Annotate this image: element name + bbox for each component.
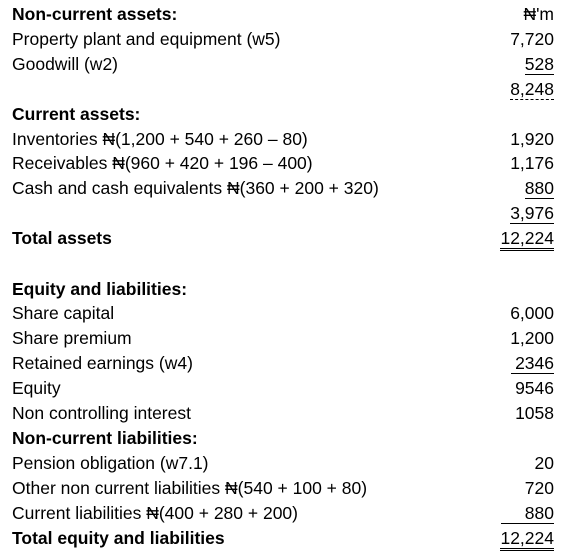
line-label: Equity xyxy=(12,378,61,398)
line-label: Inventories ₦(1,200 + 540 + 260 – 80) xyxy=(12,129,308,149)
line-amount: 1,920 xyxy=(510,129,554,149)
line-label: Retained earnings (w4) xyxy=(12,353,193,373)
total-label: Total assets xyxy=(12,228,112,248)
line-label: Share premium xyxy=(12,328,132,348)
line-label: Receivables ₦(960 + 420 + 196 – 400) xyxy=(12,153,313,173)
line-amount: 20 xyxy=(534,453,554,473)
section-heading: Non-current liabilities: xyxy=(12,428,198,448)
line-amount: 528 xyxy=(524,54,554,75)
line-label: Other non current liabilities ₦(540 + 10… xyxy=(12,478,368,498)
section-heading: Current assets: xyxy=(12,104,141,124)
line-label: Share capital xyxy=(12,303,115,323)
line-label: Cash and cash equivalents ₦(360 + 200 + … xyxy=(12,178,379,198)
subtotal-amount: 8,248 xyxy=(510,79,554,100)
line-amount: 9546 xyxy=(515,378,554,398)
section-heading: Non-current assets: xyxy=(12,4,178,24)
line-label: Property plant and equipment (w5) xyxy=(12,29,281,49)
line-amount: 2346 xyxy=(511,353,554,374)
line-amount: 1,200 xyxy=(510,328,554,348)
line-amount: 1,176 xyxy=(510,153,554,173)
line-label: Pension obligation (w7.1) xyxy=(12,453,209,473)
line-amount: 880 xyxy=(500,503,554,524)
line-amount: 7,720 xyxy=(510,29,554,49)
total-label: Total equity and liabilities xyxy=(12,528,225,548)
line-label: Non controlling interest xyxy=(12,403,191,423)
subtotal-amount: 3,976 xyxy=(510,203,554,224)
section-heading: Equity and liabilities: xyxy=(12,279,188,299)
line-label: Goodwill (w2) xyxy=(12,54,118,74)
line-amount: 880 xyxy=(524,178,554,199)
unit-label: ₦'m xyxy=(523,4,554,24)
line-amount: 1058 xyxy=(515,403,554,423)
line-amount: 6,000 xyxy=(510,303,554,323)
line-amount: 720 xyxy=(524,478,554,498)
total-amount: 12,224 xyxy=(500,528,554,551)
total-amount: 12,224 xyxy=(500,228,554,251)
line-label: Current liabilities ₦(400 + 280 + 200) xyxy=(12,503,298,523)
